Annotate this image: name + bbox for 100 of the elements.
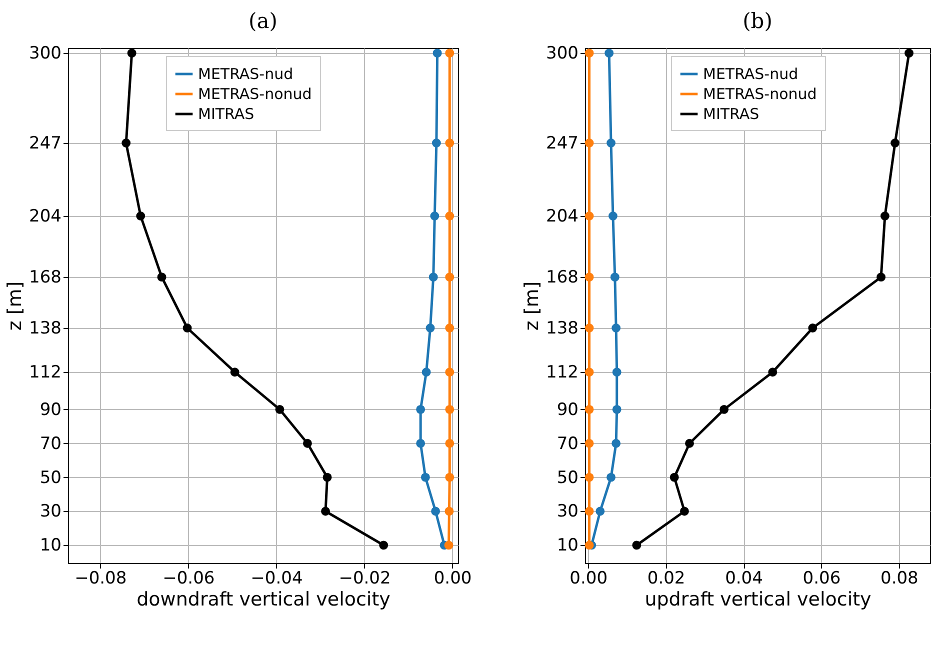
point [428,272,438,282]
point [445,324,454,332]
point [321,506,330,516]
x-tick-label: 0.04 [725,568,763,588]
y-tick-label: 90 [40,400,62,420]
legend-label: METRAS-nud [198,65,294,83]
point [606,472,616,482]
y-tick-label: 112 [29,362,62,383]
x-tick-label: 0.06 [802,568,841,588]
point [670,472,679,482]
x-tick-label: 0.08 [880,568,918,588]
point [445,404,454,414]
x-axis-title: downdraft vertical velocity [136,588,390,610]
y-tick-label: 300 [546,44,578,64]
y-tick-label: 70 [556,434,578,454]
point [584,404,594,414]
point [680,506,689,516]
point [584,48,594,58]
point [720,404,729,414]
legend-label: MITRAS [198,105,254,123]
y-tick-label: 247 [546,134,578,154]
point [584,138,594,148]
point [604,48,614,58]
y-tick-label: 138 [546,318,578,338]
x-tick-label: −0.02 [338,568,391,588]
point [230,368,240,377]
point [584,212,594,220]
point [445,48,454,58]
y-tick-label: 168 [29,268,62,288]
point [445,212,454,220]
y-tick-label: 204 [546,206,578,226]
y-tick-label: 247 [29,134,62,154]
chart-title: (b) [742,9,772,34]
point [768,368,778,377]
point [275,404,284,414]
point [606,138,616,148]
point [584,438,594,448]
y-tick-label: 300 [29,44,62,64]
y-axis-title: z [m] [521,281,544,331]
point [322,472,332,482]
x-axis-title: updraft vertical velocity [644,588,872,610]
point [612,324,621,332]
point [876,272,886,282]
point [610,272,620,282]
x-tick-label: 0.00 [434,568,472,588]
point [584,472,594,482]
point [890,138,900,148]
point [445,368,454,377]
point [880,212,890,220]
point [445,438,454,448]
point [584,540,594,550]
point [584,324,594,332]
point [431,506,440,516]
x-tick-label: −0.08 [74,568,127,588]
y-tick-label: 50 [556,468,578,488]
point [420,472,430,482]
point [444,506,454,516]
point [426,324,435,332]
legend-label: METRAS-nud [703,65,798,83]
y-tick-label: 90 [556,400,578,420]
point [157,272,166,282]
x-tick-label: 0.00 [570,568,608,588]
legend-label: MITRAS [703,105,760,123]
y-tick-label: 50 [40,468,62,488]
y-tick-label: 10 [556,536,578,556]
point [422,368,431,377]
point [584,368,594,377]
y-axis-title: z [m] [4,281,26,331]
point [430,212,440,220]
y-tick-label: 30 [40,502,62,522]
y-tick-label: 10 [40,536,62,556]
x-tick-label: 0.02 [647,568,686,588]
y-tick-label: 112 [546,362,578,383]
y-tick-label: 168 [546,268,578,288]
point [445,272,454,282]
point [416,404,426,414]
x-tick-label: −0.04 [250,568,303,588]
point [612,438,621,448]
point [127,48,136,58]
y-tick-label: 70 [40,434,62,454]
y-tick-label: 30 [556,502,578,522]
point [808,324,818,332]
chart-title: (a) [248,9,278,34]
point [612,404,622,414]
point [416,438,426,448]
point [379,540,388,550]
point [584,506,594,516]
point [122,138,131,148]
point [904,48,914,58]
point [302,438,312,448]
legend-label: METRAS-nonud [703,85,817,103]
point [182,324,192,332]
y-tick-label: 204 [29,206,62,226]
point [608,212,618,220]
legend-label: METRAS-nonud [198,85,312,103]
point [584,272,594,282]
point [596,506,605,516]
point [136,212,146,220]
point [632,540,642,550]
point [445,472,454,482]
